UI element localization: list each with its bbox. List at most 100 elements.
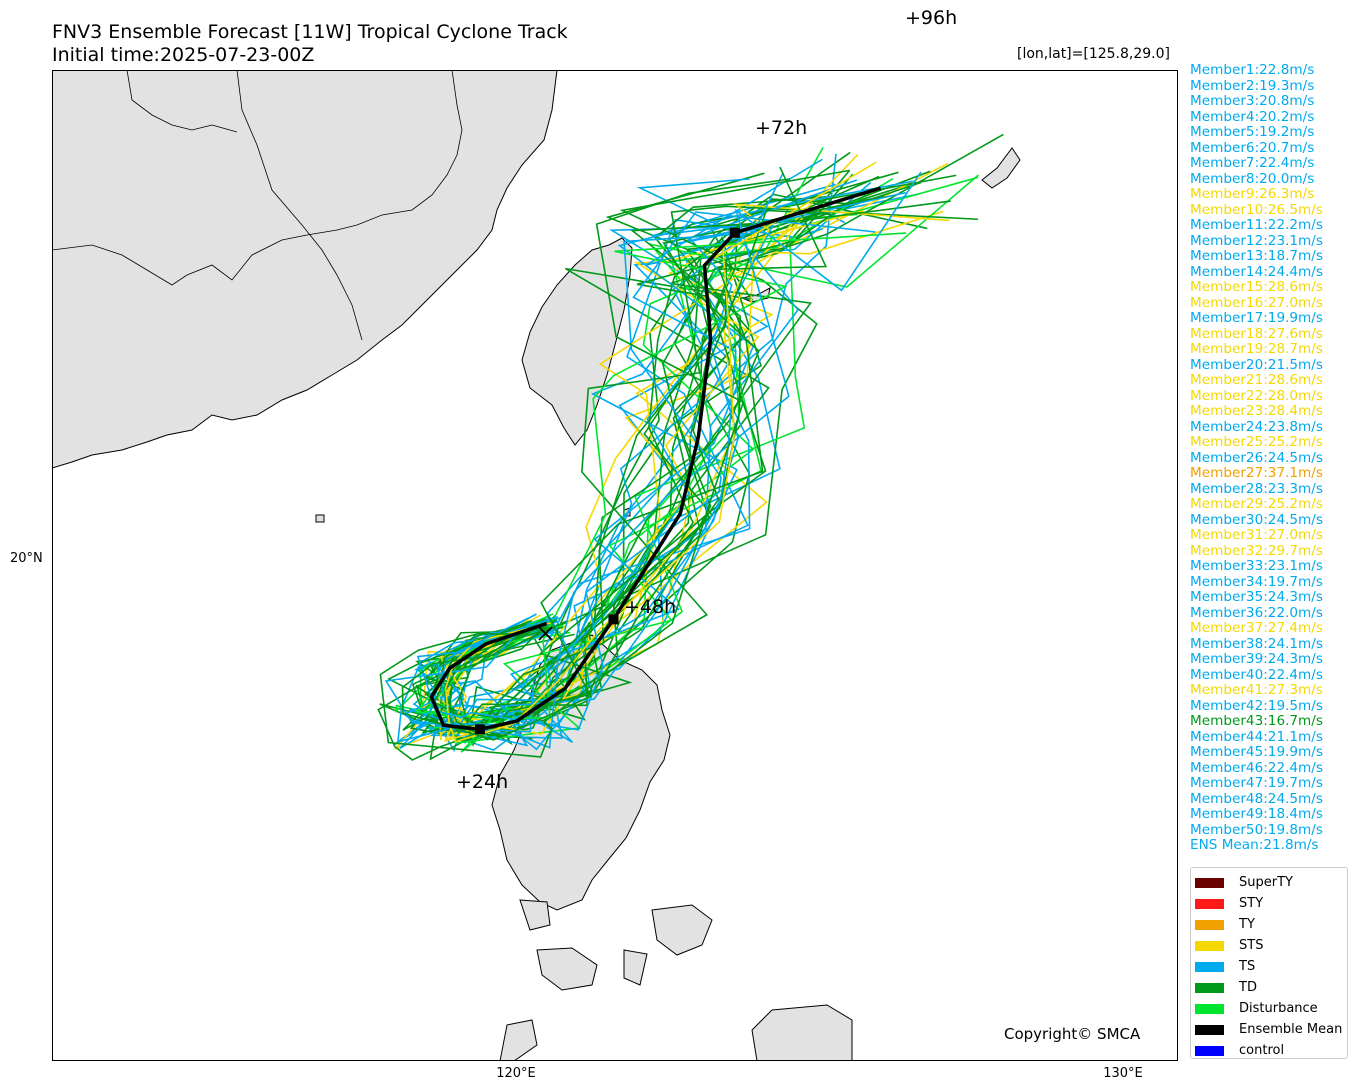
- member-track: [379, 178, 791, 758]
- member-intensity-item: Member32:29.7m/s: [1190, 542, 1323, 559]
- member-intensity-item: Member24:23.8m/s: [1190, 418, 1323, 435]
- member-intensity-item: Member46:22.4m/s: [1190, 759, 1323, 776]
- lat-label-20n: 20°N: [10, 551, 43, 566]
- member-intensity-item: Member14:24.4m/s: [1190, 263, 1323, 280]
- member-intensity-item: Member11:22.2m/s: [1190, 217, 1323, 233]
- legend-label: control: [1239, 1043, 1285, 1058]
- member-intensity-item: Member42:19.5m/s: [1190, 697, 1323, 714]
- member-intensity-item: Member39:24.3m/s: [1190, 651, 1323, 667]
- member-intensity-item: Member6:20.7m/s: [1190, 139, 1315, 156]
- member-intensity-item: Member19:28.7m/s: [1190, 341, 1323, 357]
- member-intensity-item: Member43:16.7m/s: [1190, 713, 1323, 729]
- member-intensity-item: Member36:22.0m/s: [1190, 604, 1323, 621]
- cursor-coordinate-readout: [lon,lat]=[125.8,29.0]: [1016, 46, 1170, 62]
- legend-swatch: [1195, 919, 1224, 930]
- forecast-time-marker: [729, 227, 740, 238]
- negros-island: [499, 1019, 538, 1061]
- legend-swatch: [1195, 982, 1224, 993]
- okinawa-island: [981, 147, 1021, 189]
- member-track: [402, 257, 770, 761]
- member-intensity-item: Member15:28.6m/s: [1190, 279, 1323, 295]
- map-frame: [52, 70, 1178, 1061]
- province-borders: [52, 70, 463, 341]
- mindanao-island: [751, 1004, 853, 1061]
- forecast-time-marker: [474, 724, 485, 735]
- member-intensity-item: Member37:27.4m/s: [1190, 620, 1323, 636]
- member-intensity-item: Member49:18.4m/s: [1190, 806, 1323, 822]
- legend-entry: SuperTY: [1191, 872, 1347, 893]
- member-intensity-item: Member23:28.4m/s: [1190, 403, 1323, 419]
- province-border-1: [126, 70, 238, 133]
- legend-swatch: [1195, 898, 1224, 909]
- member-intensity-item: Member4:20.2m/s: [1190, 108, 1315, 125]
- member-track: [401, 166, 828, 741]
- member-intensity-item: Member25:25.2m/s: [1190, 434, 1323, 450]
- member-intensity-item: Member9:26.3m/s: [1190, 186, 1315, 202]
- member-intensity-item: Member28:23.3m/s: [1190, 480, 1323, 497]
- landmass-layer: [52, 70, 1021, 1061]
- forecast-label-96h: +96h: [905, 7, 958, 29]
- legend-label: TY: [1239, 917, 1255, 932]
- member-intensity-item: Member45:19.9m/s: [1190, 744, 1323, 760]
- legend-label: Ensemble Mean: [1239, 1022, 1343, 1037]
- forecast-label-24h: +24h: [456, 771, 508, 793]
- member-track: [384, 171, 922, 749]
- member-intensity-item: Member31:27.0m/s: [1190, 527, 1323, 543]
- member-intensity-item: Member48:24.5m/s: [1190, 790, 1323, 807]
- member-intensity-list: Member1:22.8m/s Member2:19.3m/s Member3:20…: [1190, 62, 1323, 854]
- legend-entry: TD: [1191, 977, 1347, 998]
- legend-entry: TS: [1191, 956, 1347, 977]
- forecast-label-48h: +48h: [624, 596, 676, 618]
- member-track: [434, 175, 880, 744]
- member-intensity-item: Member26:24.5m/s: [1190, 449, 1323, 466]
- member-intensity-item: Member34:19.7m/s: [1190, 573, 1323, 590]
- pratas-island: [315, 514, 325, 523]
- member-intensity-item: Member50:19.8m/s: [1190, 821, 1323, 838]
- member-intensity-item: Member21:28.6m/s: [1190, 372, 1323, 388]
- member-intensity-item: Member41:27.3m/s: [1190, 682, 1323, 698]
- legend-label: Disturbance: [1239, 1001, 1318, 1016]
- member-intensity-item: Member3:20.8m/s: [1190, 93, 1315, 109]
- member-intensity-item: Member30:24.5m/s: [1190, 511, 1323, 528]
- legend-swatch: [1195, 961, 1224, 972]
- member-intensity-item: Member10:26.5m/s: [1190, 201, 1323, 218]
- legend-label: TD: [1239, 980, 1257, 995]
- legend-entry: Disturbance: [1191, 998, 1347, 1019]
- legend-label: SuperTY: [1239, 875, 1293, 890]
- member-intensity-item: Member33:23.1m/s: [1190, 558, 1323, 574]
- member-intensity-item: Member5:19.2m/s: [1190, 124, 1315, 140]
- province-border-2: [236, 70, 363, 341]
- legend-entry: STY: [1191, 893, 1347, 914]
- member-intensity-item: Member17:19.9m/s: [1190, 310, 1323, 326]
- member-track: [444, 161, 877, 743]
- member-intensity-item: Member27:37.1m/s: [1190, 465, 1323, 481]
- ensemble-mean-markers: [474, 227, 740, 735]
- member-intensity-item: Member13:18.7m/s: [1190, 248, 1323, 264]
- member-intensity-item: Member1:22.8m/s: [1190, 62, 1315, 78]
- legend-entry: control: [1191, 1040, 1347, 1061]
- member-intensity-item: Member20:21.5m/s: [1190, 356, 1323, 373]
- member-track: [425, 200, 951, 731]
- member-track: [424, 174, 979, 744]
- legend-swatch: [1195, 877, 1224, 888]
- member-intensity-item: Member2:19.3m/s: [1190, 77, 1315, 94]
- member-intensity-item: Member47:19.7m/s: [1190, 775, 1323, 791]
- member-intensity-item: Member40:22.4m/s: [1190, 666, 1323, 683]
- taiwan-island: [521, 237, 633, 446]
- initial-position-marker: [538, 626, 553, 641]
- member-intensity-item: Member16:27.0m/s: [1190, 294, 1323, 311]
- mindoro-island: [519, 899, 551, 931]
- lon-label-130e: 130°E: [1103, 1066, 1143, 1081]
- member-intensity-item: Member18:27.6m/s: [1190, 325, 1323, 342]
- chart-title: FNV3 Ensemble Forecast [11W] Tropical Cy…: [52, 21, 568, 43]
- map-plot-area[interactable]: +24h +48h +72h: [52, 70, 1178, 1061]
- member-track: [409, 211, 876, 726]
- lon-label-120e: 120°E: [496, 1066, 536, 1081]
- member-intensity-item: Member7:22.4m/s: [1190, 155, 1315, 171]
- category-legend: SuperTY STY TY STS TS TD Disturbance Ensemble M…: [1190, 867, 1348, 1059]
- legend-swatch: [1195, 940, 1224, 951]
- member-track: [411, 198, 858, 742]
- province-border-3: [52, 70, 463, 286]
- member-track: [387, 173, 854, 739]
- forecast-time-marker: [608, 614, 619, 625]
